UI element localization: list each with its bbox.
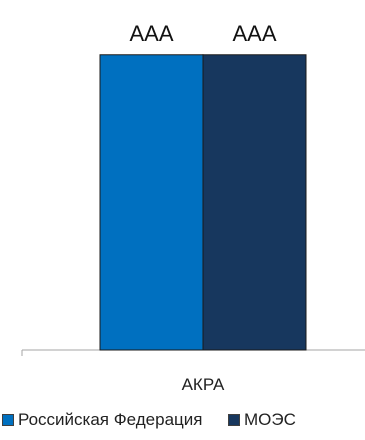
legend-label-russian-federation: Российская Федерация — [18, 410, 203, 429]
data-label-russian-federation: ААА — [129, 21, 173, 46]
category-label-akra: АКРА — [182, 375, 225, 394]
legend-swatch-moes — [228, 414, 240, 426]
chart-legend: Российская Федерация МОЭС — [0, 402, 365, 440]
legend-swatch-russian-federation — [2, 414, 14, 426]
legend-label-moes: МОЭС — [244, 410, 296, 429]
bar-russian-federation — [99, 54, 204, 351]
bar-moes — [202, 54, 307, 351]
data-label-moes: ААА — [232, 21, 276, 46]
